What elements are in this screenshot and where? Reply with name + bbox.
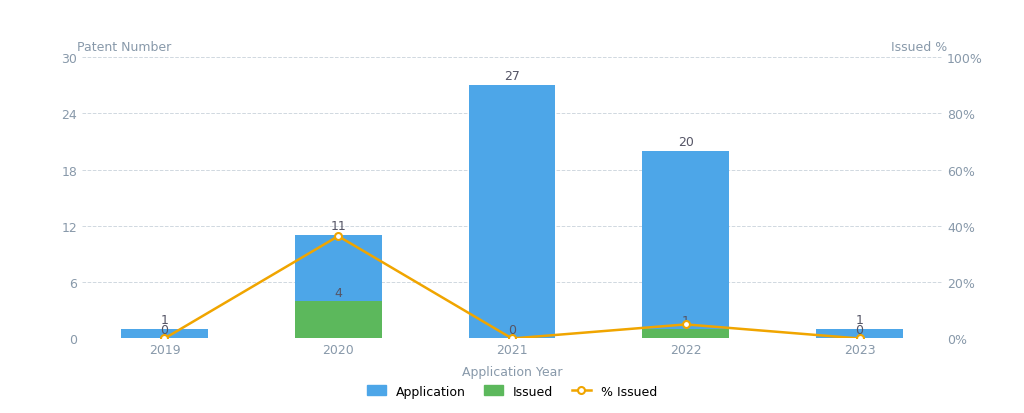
Bar xyxy=(642,329,729,339)
Text: 11: 11 xyxy=(331,220,346,233)
Text: 4: 4 xyxy=(334,286,342,299)
Bar xyxy=(121,329,208,339)
Bar xyxy=(816,329,903,339)
% Issued xyxy=(680,322,692,327)
Bar xyxy=(642,152,729,339)
% Issued xyxy=(159,336,171,341)
% Issued xyxy=(332,234,344,239)
Bar xyxy=(295,301,382,339)
X-axis label: Application Year: Application Year xyxy=(462,365,562,378)
Legend: Application, Issued, % Issued: Application, Issued, % Issued xyxy=(361,380,663,403)
Text: 20: 20 xyxy=(678,135,693,149)
Text: 1: 1 xyxy=(856,313,863,327)
Text: 1: 1 xyxy=(161,313,168,327)
Text: Patent Number: Patent Number xyxy=(77,41,171,54)
Text: 1: 1 xyxy=(682,314,690,328)
Bar xyxy=(469,86,555,339)
% Issued xyxy=(853,336,865,341)
Bar xyxy=(295,236,382,339)
Line: % Issued: % Issued xyxy=(161,233,863,342)
Text: Issued %: Issued % xyxy=(891,41,947,54)
% Issued xyxy=(506,336,518,341)
Text: 0: 0 xyxy=(855,323,863,336)
Text: 27: 27 xyxy=(504,70,520,83)
Text: 0: 0 xyxy=(161,323,169,336)
Text: 0: 0 xyxy=(508,323,516,336)
